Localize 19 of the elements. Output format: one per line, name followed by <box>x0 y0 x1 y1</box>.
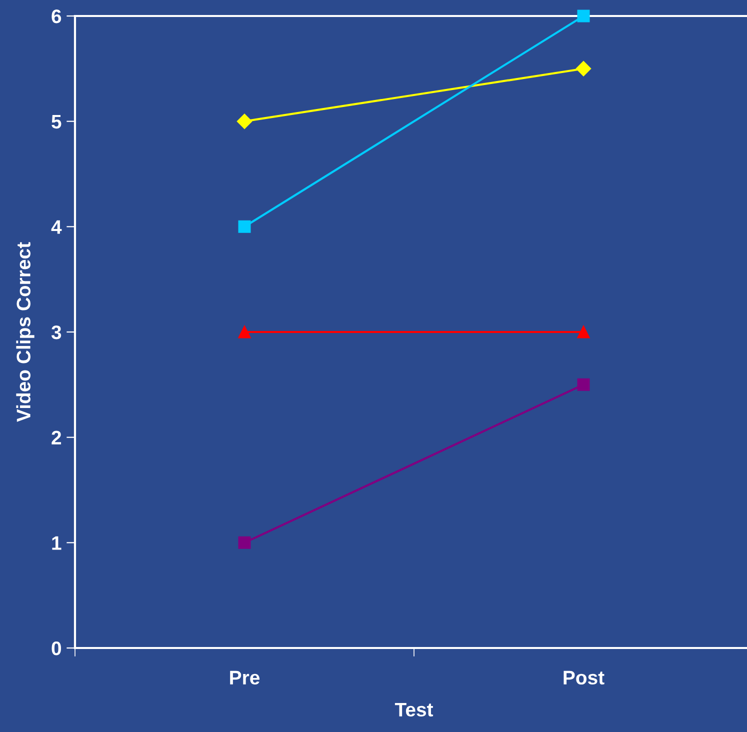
y-tick-label: 1 <box>52 536 62 550</box>
x-axis-title: Test <box>394 702 434 717</box>
point <box>576 61 592 76</box>
y-tick-label: 3 <box>51 325 62 340</box>
y-tick-label: 2 <box>52 430 62 444</box>
y-tick-label: 5 <box>52 115 62 129</box>
y-tick-label: 0 <box>52 641 62 656</box>
point <box>238 220 251 233</box>
point <box>236 114 252 129</box>
point <box>238 536 251 549</box>
point <box>577 378 590 391</box>
y-tick-label: 6 <box>52 9 62 24</box>
y-axis-title: Video Clips Correct <box>16 242 34 422</box>
point <box>238 326 251 338</box>
y-tick-label: 4 <box>51 220 62 234</box>
point <box>577 10 590 22</box>
x-tick-label: Pre <box>230 670 260 685</box>
x-tick-label: Post <box>564 670 604 685</box>
point <box>577 326 590 338</box>
